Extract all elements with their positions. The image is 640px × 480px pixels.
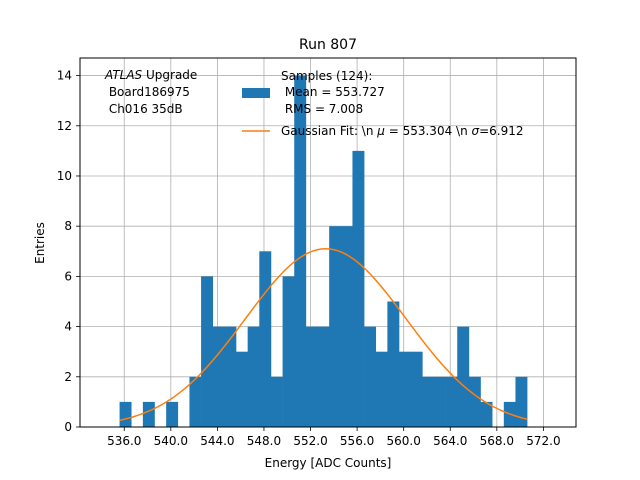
legend-fit-prefix: Gaussian Fit: \n [281,124,377,138]
histogram-bar [364,326,377,427]
y-tick-label: 12 [57,119,72,133]
x-tick-label: 544.0 [200,434,234,448]
legend-histogram-swatch [242,88,270,98]
y-tick-label: 14 [57,69,72,83]
x-tick-label: 556.0 [340,434,374,448]
histogram-bar [317,326,330,427]
x-tick-label: 568.0 [480,434,514,448]
y-tick-label: 4 [64,320,72,334]
atlas-label: ATLAS [104,68,143,82]
x-tick-label: 552.0 [293,434,327,448]
histogram-bars [119,75,528,428]
plot-frame [79,57,577,428]
histogram-bar [259,251,272,427]
annotation-line-1: ATLAS Upgrade [104,68,197,82]
x-tick-label: 540.0 [154,434,188,448]
x-tick-label: 560.0 [387,434,421,448]
legend-samples-line-2: Mean = 553.727 [281,85,385,99]
x-tick-label: 564.0 [433,434,467,448]
histogram-bar [352,150,365,427]
histogram-bar [410,351,423,427]
histogram-bar [340,226,353,427]
histogram-bar [515,376,528,427]
histogram-bar [270,376,283,427]
y-axis-title: Entries [33,222,47,264]
histogram-bar [305,326,318,427]
annotation-channel: Ch016 35dB [105,102,183,116]
histogram-bar [329,226,342,427]
y-axis-ticks: 0 2 4 6 8 10 12 14 [57,69,80,434]
atlas-annotation: ATLAS Upgrade Board186975 Ch016 35dB [104,68,197,116]
histogram-bar [480,401,493,427]
histogram-bar [236,351,248,427]
legend-fit-sigma-value: =6.912 [479,124,523,138]
histogram-bar [375,351,388,427]
histogram-bar [212,326,225,427]
histogram-bar [387,301,400,427]
chart-title: Run 807 [299,37,357,53]
x-tick-label: 572.0 [526,434,560,448]
x-axis-title: Energy [ADC Counts] [265,456,392,470]
histogram-bar [247,326,260,427]
histogram-bar [201,276,214,427]
legend: Samples (124): Mean = 553.727 RMS = 7.00… [242,69,524,138]
histogram-bar [142,401,155,427]
histogram-bar [282,276,295,427]
histogram-bar [166,401,179,427]
histogram-bar [468,376,481,427]
legend-fit-label: Gaussian Fit: \n μ = 553.304 \n σ=6.912 [281,124,524,138]
y-tick-label: 0 [64,420,72,434]
legend-samples-line-1: Samples (124): [281,69,372,83]
x-axis-ticks: 536.0 540.0 544.0 548.0 552.0 556.0 560.0 564.0… [107,427,561,448]
y-tick-label: 2 [64,370,72,384]
y-tick-label: 8 [64,219,72,233]
annotation-board: Board186975 [105,85,190,99]
histogram-bar [224,326,237,427]
legend-fit-mu-value: = 553.304 \n [385,124,472,138]
histogram-bar [457,326,470,427]
legend-fit-mu-symbol: μ [376,124,385,138]
histogram-bar [433,376,446,427]
histogram-bar [294,75,307,428]
legend-samples-line-3: RMS = 7.008 [281,102,363,116]
histogram-bar [422,376,435,427]
y-tick-label: 6 [64,269,72,283]
histogram-bar [189,376,202,427]
legend-fit-sigma-symbol: σ [472,124,480,138]
gaussian-fit-curve [119,248,528,422]
upgrade-label: Upgrade [142,68,197,82]
histogram-bar [119,401,132,427]
histogram-bar [445,376,458,427]
x-tick-label: 536.0 [107,434,141,448]
histogram-bar [399,351,411,427]
y-tick-label: 10 [57,169,72,183]
x-tick-label: 548.0 [247,434,281,448]
